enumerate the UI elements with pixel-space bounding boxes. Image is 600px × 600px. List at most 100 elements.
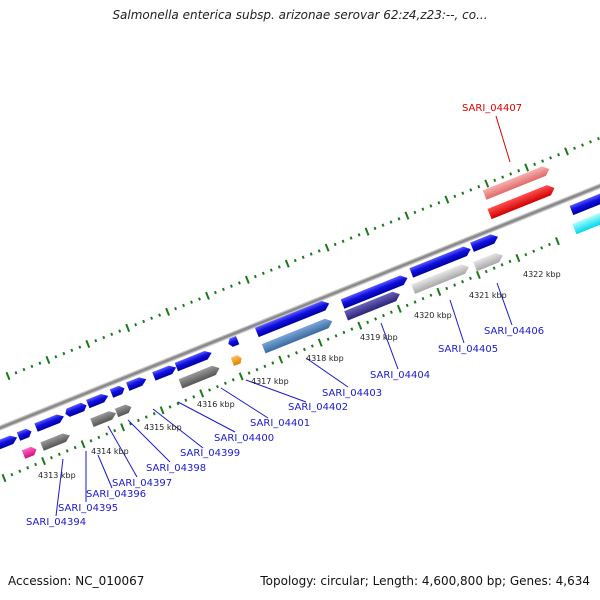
- gene-label[interactable]: SARI_04397: [112, 478, 172, 489]
- inner-tick: [350, 327, 354, 331]
- gene-arrow[interactable]: [482, 164, 552, 200]
- outer-tick: [165, 307, 171, 316]
- inner-tick: [34, 462, 38, 467]
- inner-tick: [216, 384, 219, 389]
- outer-tick: [541, 159, 545, 163]
- inner-tick: [136, 418, 140, 423]
- gene-arrow[interactable]: [90, 409, 117, 428]
- gene-arrow[interactable]: [409, 244, 472, 278]
- outer-tick: [301, 255, 305, 259]
- gene-arrow[interactable]: [411, 262, 470, 294]
- outer-tick: [214, 290, 217, 295]
- inner-tick: [65, 449, 69, 453]
- outer-tick: [70, 348, 74, 353]
- inner-tick: [461, 280, 465, 284]
- gene-arrow[interactable]: [569, 191, 600, 216]
- gene-label[interactable]: SARI_04407: [462, 103, 522, 114]
- gene-arrow[interactable]: [174, 349, 214, 372]
- inner-tick-ring: [1, 237, 560, 483]
- inner-tick: [492, 266, 496, 270]
- inner-tick: [247, 371, 251, 375]
- outer-tick: [284, 259, 290, 268]
- inner-tick: [49, 456, 53, 460]
- inner-tick: [295, 351, 298, 355]
- outer-tick: [253, 274, 257, 279]
- gene-label[interactable]: SARI_04394: [26, 517, 86, 528]
- inner-tick: [310, 344, 314, 348]
- inner-tick: [129, 422, 132, 426]
- gene-label[interactable]: SARI_04398: [146, 463, 206, 474]
- inner-tick: [342, 330, 346, 335]
- scale-labels: 4313 kbp 4314 kbp 4315 kbp 4316 kbp 4317 kbp…: [38, 270, 561, 480]
- gene-arrow[interactable]: [227, 335, 240, 348]
- gene-arrow[interactable]: [254, 299, 331, 338]
- outer-tick: [597, 136, 600, 141]
- gene-arrow[interactable]: [0, 433, 19, 451]
- inner-tick: [475, 270, 481, 280]
- gene-label[interactable]: SARI_04399: [180, 448, 240, 459]
- gene-arrow[interactable]: [34, 412, 65, 432]
- outer-tick: [269, 268, 273, 272]
- gene-label[interactable]: SARI_04406: [484, 326, 544, 337]
- gene-arrow[interactable]: [40, 431, 71, 451]
- inner-tick: [532, 249, 536, 253]
- outer-tick: [573, 146, 576, 150]
- gene-arrow[interactable]: [261, 317, 334, 354]
- inner-tick: [287, 354, 291, 358]
- inner-tick: [302, 347, 306, 352]
- outer-tick: [14, 371, 18, 375]
- outer-tick: [174, 306, 178, 311]
- outer-tick-ring: [5, 136, 600, 381]
- gene-label[interactable]: SARI_04400: [214, 433, 274, 444]
- outer-tick: [373, 226, 377, 231]
- gene-label[interactable]: SARI_04403: [322, 388, 382, 399]
- gene-arrow[interactable]: [126, 375, 148, 391]
- inner-tick: [255, 368, 259, 372]
- gene-label[interactable]: SARI_04405: [438, 344, 498, 355]
- outer-tick: [341, 239, 345, 243]
- inner-tick: [317, 338, 323, 347]
- gene-arrow[interactable]: [487, 183, 556, 220]
- gene-arrow[interactable]: [114, 403, 133, 418]
- gene-arrow[interactable]: [109, 384, 126, 398]
- gene-arrow[interactable]: [230, 354, 244, 367]
- inner-tick: [208, 388, 212, 392]
- inner-tick: [508, 259, 512, 264]
- outer-tick: [94, 339, 98, 343]
- gene-label[interactable]: SARI_04401: [250, 418, 310, 429]
- gene-arrow[interactable]: [178, 364, 222, 389]
- label-leader-lines: [55, 115, 513, 517]
- inner-tick: [413, 300, 417, 304]
- gene-label[interactable]: SARI_04404: [370, 370, 430, 381]
- leader-line: [127, 419, 171, 463]
- inner-tick: [113, 428, 117, 433]
- leader-line: [495, 115, 511, 163]
- outer-tick: [142, 319, 146, 324]
- inner-tick: [357, 321, 363, 330]
- scale-label: 4318 kbp: [306, 354, 344, 363]
- inner-tick: [41, 456, 46, 466]
- scale-label: 4315 kbp: [144, 423, 182, 432]
- inner-tick: [73, 445, 77, 450]
- gene-label[interactable]: SARI_04395: [58, 503, 118, 514]
- accession-text: Accession: NC_010067: [8, 574, 145, 588]
- outer-tick: [324, 243, 330, 252]
- gene-arrow[interactable]: [572, 210, 600, 235]
- outer-tick: [158, 313, 162, 317]
- gene-arrow[interactable]: [344, 290, 402, 321]
- gene-arrow[interactable]: [71, 401, 88, 415]
- gene-arrow[interactable]: [21, 445, 38, 459]
- inner-tick: [231, 378, 235, 382]
- inner-tick: [278, 355, 284, 364]
- gene-arrow[interactable]: [340, 273, 410, 309]
- gene-arrow[interactable]: [152, 363, 178, 381]
- gene-label[interactable]: SARI_04402: [288, 402, 348, 413]
- inner-tick: [326, 337, 330, 341]
- outer-tick: [78, 345, 82, 349]
- gene-arrow[interactable]: [86, 392, 110, 409]
- outer-tick: [501, 175, 505, 179]
- gene-arrow[interactable]: [16, 427, 33, 441]
- gene-label[interactable]: SARI_04396: [86, 489, 146, 500]
- gene-arrow[interactable]: [470, 232, 500, 252]
- gene-arrow[interactable]: [473, 251, 505, 272]
